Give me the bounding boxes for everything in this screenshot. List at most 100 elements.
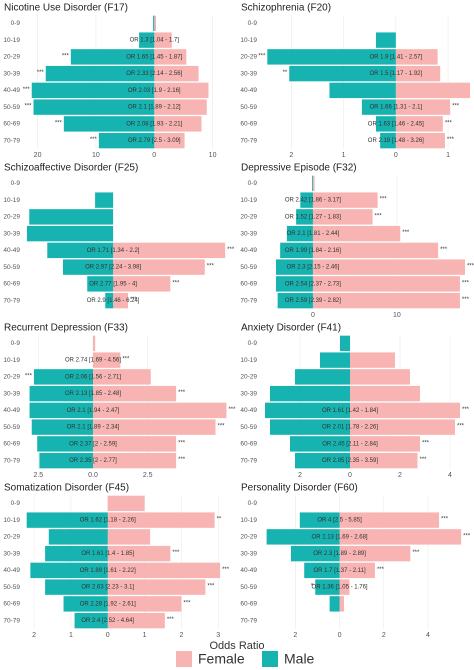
odds-ratio-label: OR 2.79 [2.5 - 3.09] (128, 138, 181, 144)
odds-ratio-label: OR 2.74 [1.69 - 4.56] (65, 358, 121, 364)
category-label: 70-79 (3, 617, 20, 624)
odds-ratio-label: OR 2.13 [1.69 - 2.68] (312, 534, 368, 540)
panel-title: Schizoaffective Disorder (F25) (4, 163, 138, 174)
category-label: 10-19 (240, 357, 257, 364)
female-bar (154, 65, 199, 82)
male-bar (45, 545, 108, 562)
x-tick-label: 3 (216, 632, 220, 639)
category-label: 50-59 (240, 264, 257, 271)
category-label: 0-9 (11, 180, 21, 187)
odds-ratio-label: OR 2.28 [1.92 - 2.61] (80, 601, 136, 607)
male-bar (304, 562, 340, 579)
category-label: 0-9 (11, 500, 21, 507)
category-label: 50-59 (240, 104, 257, 111)
female-bar (107, 512, 215, 528)
odds-ratio-label: OR 2.1 [1.81 - 2.44] (287, 231, 340, 237)
female-bar (113, 276, 171, 292)
odds-ratio-label: OR 1.52 [1.27 - 1.83] (285, 214, 341, 220)
female-bar (154, 116, 202, 132)
female-bar (339, 545, 411, 562)
significance: *** (412, 550, 420, 556)
category-label: 60-69 (3, 601, 20, 608)
x-tick-label: 0 (338, 632, 342, 639)
legend-swatch (262, 651, 278, 667)
male-bar (45, 65, 155, 82)
male-bar (361, 99, 396, 115)
female-bar (154, 32, 172, 48)
category-label: 20-29 (3, 534, 20, 541)
female-bar (107, 612, 165, 629)
male-bar (300, 192, 313, 208)
category-label: 30-39 (240, 70, 257, 77)
male-bar (295, 452, 350, 469)
male-bar (105, 292, 114, 309)
male-bar (31, 419, 93, 435)
significance: *** (62, 53, 70, 59)
legend-label: Male (284, 651, 315, 667)
male-bar (87, 276, 114, 292)
female-bar (312, 192, 378, 208)
x-tick-label: 0 (394, 152, 398, 159)
odds-ratio-label: OR 2.37 [2 - 2.59] (69, 441, 117, 447)
odds-ratio-label: OR 2.4 [2.52 - 4.64] (81, 618, 134, 624)
significance: *** (462, 280, 470, 286)
x-tick-label: 2.5 (33, 472, 43, 479)
odds-ratio-label: OR 2.3 [1.89 - 2.89] (313, 551, 366, 557)
category-label: 60-69 (3, 281, 20, 288)
significance: *** (441, 517, 449, 523)
category-label: 70-79 (3, 297, 20, 304)
significance: *** (90, 137, 98, 143)
odds-ratio-label: OR 2.08 [1.93 - 2.21] (126, 121, 182, 127)
female-bar (339, 512, 440, 528)
female-bar (93, 352, 121, 368)
female-bar (312, 242, 439, 259)
category-label: 60-69 (3, 441, 20, 448)
category-label: 10-19 (3, 517, 20, 524)
odds-ratio-label: OR 1.99 [1.84 - 2.16] (285, 248, 341, 254)
male-bar (315, 579, 340, 595)
odds-ratio-label: OR 2.3 [2.15 - 2.46] (287, 265, 340, 271)
male-bar (267, 49, 396, 65)
significance: *** (452, 104, 460, 110)
category-label: 0-9 (11, 20, 21, 27)
category-label: 60-69 (240, 441, 257, 448)
male-bar (29, 385, 93, 402)
male-bar (286, 225, 313, 242)
male-bar (33, 369, 93, 385)
male-bar (26, 512, 108, 528)
significance: *** (183, 600, 191, 606)
significance: *** (23, 87, 31, 93)
category-label: 30-39 (240, 230, 257, 237)
male-bar (98, 132, 155, 149)
category-label: 40-49 (240, 247, 257, 254)
male-bar (37, 436, 93, 452)
odds-ratio-label: OR 1.71 [1.34 - 2.2] (87, 248, 140, 254)
male-bar (329, 596, 340, 612)
female-bar (350, 452, 418, 469)
panel-title: Personality Disorder (F60) (241, 483, 358, 494)
male-bar (270, 419, 350, 435)
significance: *** (218, 424, 226, 430)
male-bar (62, 259, 114, 275)
x-tick-label: 2 (293, 632, 297, 639)
category-label: 50-59 (3, 104, 20, 111)
odds-ratio-label: OR 2.63 [2.23 - 3.1] (81, 585, 134, 591)
odds-ratio-label: OR 2.1 [1.89 - 2.12] (128, 105, 181, 111)
male-bar (47, 242, 114, 259)
panel-title: Depressive Episode (F32) (241, 163, 357, 174)
male-bar (39, 452, 93, 469)
odds-ratio-label: OR 2.35 [2 - 2.77] (69, 458, 117, 464)
significance: *** (178, 457, 186, 463)
x-tick-label: 20 (34, 152, 42, 159)
x-tick-label: 4 (448, 472, 452, 479)
male-bar (275, 276, 313, 292)
female-bar (107, 545, 171, 562)
x-tick-label: 1 (342, 152, 346, 159)
male-bar (295, 369, 350, 385)
category-label: 20-29 (3, 214, 20, 221)
x-tick-label: 10 (92, 152, 100, 159)
significance: *** (207, 584, 215, 590)
female-bar (312, 276, 460, 292)
panel-title: Schizophrenia (F20) (241, 3, 331, 14)
category-label: 60-69 (3, 121, 20, 128)
